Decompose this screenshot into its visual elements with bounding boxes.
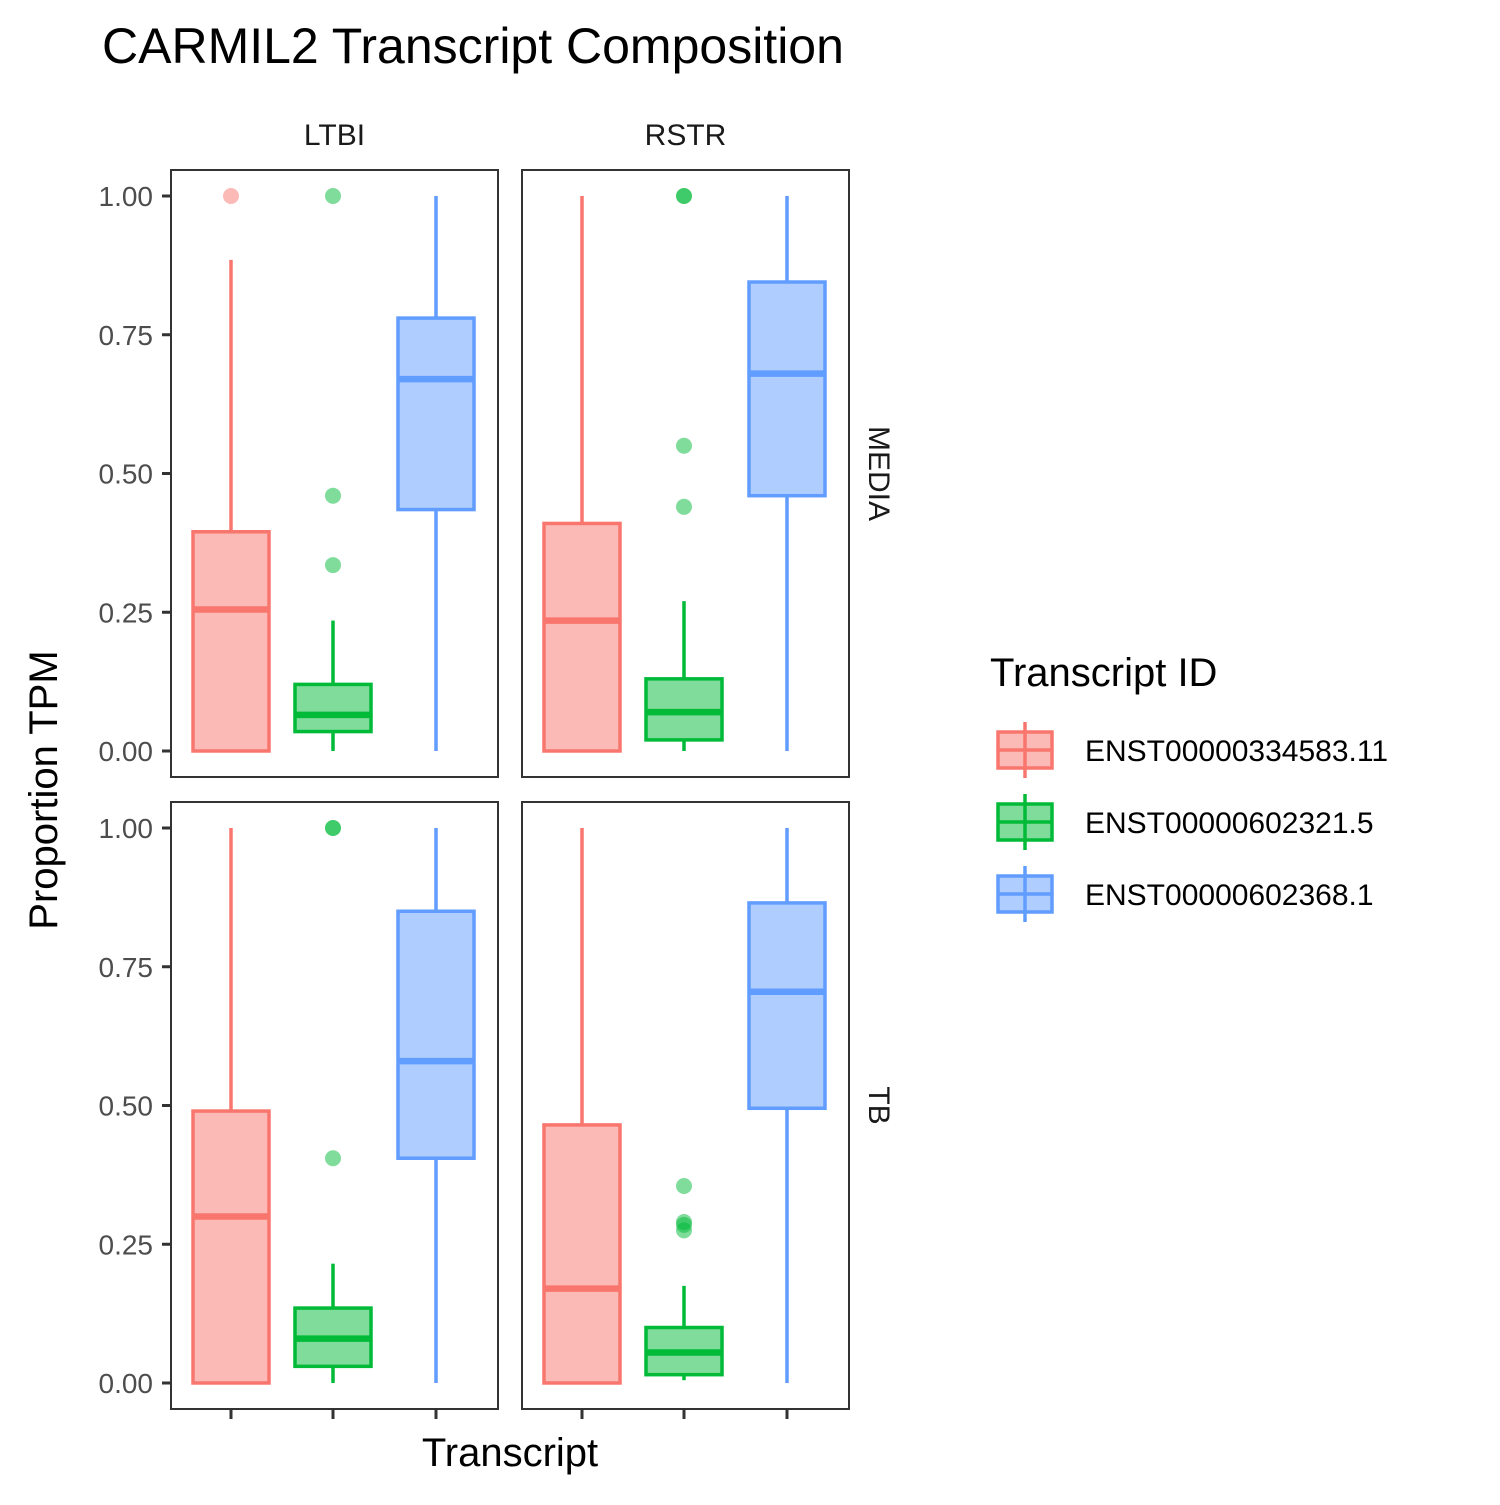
box [191, 530, 271, 753]
outlier-point [325, 188, 341, 204]
facet-label-rstr: RSTR [645, 119, 727, 152]
panel-border [521, 801, 850, 1410]
y-tick-label: 0.25 [99, 597, 154, 628]
y-tick-label: 0.00 [99, 736, 154, 767]
y-tick-label: 0.75 [99, 952, 154, 983]
y-tick-label: 0.75 [99, 320, 154, 351]
y-tick-label: 0.50 [99, 459, 154, 490]
box [747, 280, 827, 498]
facet-label-ltbi: LTBI [304, 119, 365, 152]
box [747, 901, 827, 1111]
outlier-point [676, 498, 692, 515]
chart-title: CARMIL2 Transcript Composition [102, 18, 844, 74]
legend: ENST00000334583.11 ENST00000602321.5 ENST0… [996, 722, 1388, 922]
box [542, 1123, 622, 1385]
legend-item: ENST00000602368.1 [996, 866, 1374, 922]
box [542, 521, 622, 753]
outlier-point [676, 188, 692, 204]
outlier-point [676, 437, 692, 454]
panel-border [170, 801, 499, 1410]
facet-label-tb: TB [862, 1086, 895, 1124]
panel-ltbi-media [191, 188, 476, 753]
box [396, 316, 476, 512]
legend-label: ENST00000334583.11 [1085, 735, 1388, 768]
y-tick-label: 0.25 [99, 1229, 154, 1260]
legend-item: ENST00000334583.11 [996, 722, 1388, 778]
y-axis-title: Proportion TPM [22, 650, 66, 929]
outlier-point [325, 487, 341, 504]
panel-border [170, 169, 499, 778]
panel-ltbi-tb [191, 820, 476, 1385]
outlier-point [325, 557, 341, 574]
panel-rstr-media [542, 188, 827, 753]
outlier-point [325, 820, 341, 836]
outlier-point [325, 1150, 341, 1167]
legend-item: ENST00000602321.5 [996, 794, 1374, 850]
y-tick-label: 0.00 [99, 1368, 154, 1399]
y-tick-label: 1.00 [99, 813, 154, 844]
outlier-point [676, 1214, 692, 1231]
box [396, 909, 476, 1160]
facet-label-media: MEDIA [862, 426, 895, 521]
legend-label: ENST00000602368.1 [1085, 879, 1374, 912]
y-tick-label: 1.00 [99, 181, 154, 212]
panel-border [521, 169, 850, 778]
box [191, 1109, 271, 1385]
box [293, 682, 373, 734]
x-axis-title: Transcript [422, 1431, 598, 1475]
legend-title: Transcript ID [990, 651, 1217, 695]
plot-layer: LTBI RSTR MEDIA 0.00 0.25 0.50 0.75 1.00 TB 0.00 0… [99, 119, 895, 1419]
outlier-point [676, 1177, 692, 1194]
y-tick-label: 0.50 [99, 1091, 154, 1122]
panel-rstr-tb [542, 828, 827, 1385]
legend-label: ENST00000602321.5 [1085, 807, 1374, 840]
outlier-point [223, 188, 239, 204]
